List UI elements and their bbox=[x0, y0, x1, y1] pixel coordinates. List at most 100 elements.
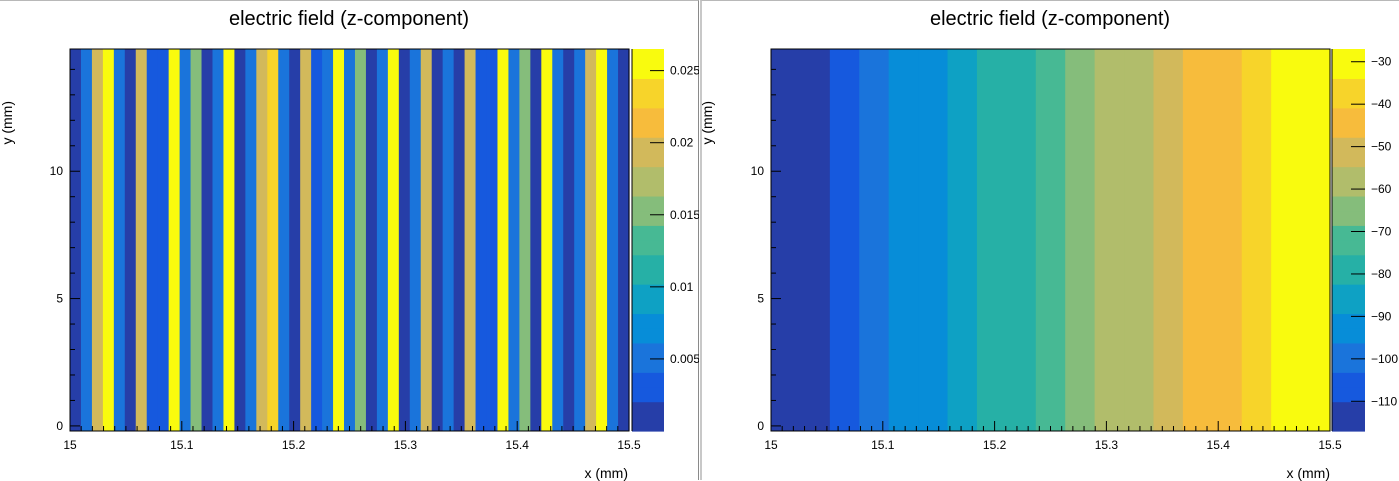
heatmap-cell bbox=[168, 49, 181, 431]
heatmap-cell bbox=[398, 49, 411, 431]
colorbar-band bbox=[1332, 166, 1365, 182]
colorbar-band bbox=[632, 372, 664, 388]
colorbar-band bbox=[1332, 416, 1365, 432]
heatmap-cell bbox=[585, 49, 597, 431]
heatmap-cell bbox=[113, 49, 126, 431]
colorbar-band bbox=[1332, 151, 1365, 168]
colorbar-tick-label: −100 bbox=[1371, 352, 1398, 366]
heatmap-cell bbox=[256, 49, 268, 431]
colorbar-band bbox=[632, 298, 664, 315]
colorbar-band bbox=[1332, 254, 1365, 270]
colorbar-tick-label: −90 bbox=[1371, 309, 1392, 323]
heatmap-cell bbox=[245, 49, 257, 431]
heatmap-cell bbox=[409, 49, 422, 431]
axes: 15 15.1 15.2 15.3 15.4 15.5 0 5 10 bbox=[751, 48, 1342, 452]
heatmap-cell bbox=[376, 49, 389, 431]
heatmap-cell bbox=[135, 49, 148, 431]
colorbar-band bbox=[1332, 78, 1365, 94]
colorbar-band bbox=[632, 254, 664, 270]
colorbar-band bbox=[632, 181, 664, 197]
x-axis-label: x (mm) bbox=[584, 465, 628, 481]
colorbar-band bbox=[1332, 107, 1365, 124]
x-tick-label: 15.5 bbox=[617, 438, 641, 452]
colorbar: −110 −100 −90 −80 −70 −60 −50 −40 −30 bbox=[1331, 49, 1398, 432]
heatmap-cell bbox=[888, 49, 919, 431]
heatmap-cell bbox=[1241, 49, 1272, 431]
heatmap-cell bbox=[124, 49, 137, 431]
heatmap-cell bbox=[552, 49, 564, 431]
heatmap-cell bbox=[497, 49, 510, 431]
x-axis-label: x (mm) bbox=[1286, 465, 1330, 481]
y-tick-label: 0 bbox=[757, 419, 764, 433]
colorbar-band bbox=[1332, 372, 1365, 388]
colorbar-tick-label: 0.025 bbox=[670, 64, 699, 78]
heatmap-cell bbox=[300, 49, 312, 431]
heatmap-cell bbox=[1094, 49, 1125, 431]
heatmap-cell bbox=[333, 49, 345, 431]
colorbar-band bbox=[1332, 298, 1365, 315]
colorbar-band bbox=[1332, 386, 1365, 403]
heatmap-cell bbox=[563, 49, 575, 431]
colorbar-band bbox=[1332, 357, 1365, 373]
heatmap-cell bbox=[365, 49, 378, 431]
colorbar-tick-label: −70 bbox=[1371, 225, 1392, 239]
heatmap-cell bbox=[157, 49, 170, 431]
colorbar-band bbox=[632, 78, 664, 94]
colorbar-tick-label: −30 bbox=[1371, 55, 1392, 69]
heatmap-cell bbox=[431, 49, 444, 431]
colorbar-band bbox=[1332, 137, 1365, 153]
colorbar-band bbox=[632, 151, 664, 168]
left-plot-panel: electric field (z-component) 0.005 0.01 0.… bbox=[0, 0, 699, 481]
y-tick-label: 0 bbox=[56, 419, 63, 433]
colorbar-tick-label: −110 bbox=[1371, 394, 1397, 408]
heatmap-cell bbox=[146, 49, 159, 431]
colorbar-band bbox=[632, 342, 664, 359]
colorbar-band bbox=[632, 386, 664, 403]
colorbar-band bbox=[632, 49, 664, 65]
y-tick-label: 5 bbox=[757, 292, 764, 306]
colorbar-band bbox=[1332, 122, 1365, 138]
left-heatmap-chart: electric field (z-component) 0.0050.010.… bbox=[0, 8, 699, 481]
y-axis-label: y (mm) bbox=[702, 101, 715, 145]
heatmap-cell bbox=[354, 49, 367, 431]
heatmap-cell bbox=[947, 49, 978, 431]
x-tick-label: 15.5 bbox=[1318, 438, 1342, 452]
heatmap-cells bbox=[771, 49, 1331, 431]
x-tick-label: 15.1 bbox=[170, 438, 194, 452]
heatmap-cell bbox=[102, 49, 115, 431]
colorbar-band bbox=[632, 166, 664, 182]
colorbar-band bbox=[632, 93, 664, 109]
heatmap-cell bbox=[289, 49, 301, 431]
heatmap-cell bbox=[1006, 49, 1037, 431]
colorbar-tick-label: 0.005 bbox=[670, 352, 699, 366]
heatmap-cell bbox=[190, 49, 203, 431]
heatmap-cell bbox=[322, 49, 334, 431]
heatmap-cell bbox=[1065, 49, 1096, 431]
colorbar-band bbox=[1332, 284, 1365, 300]
heatmap-cell bbox=[1271, 49, 1302, 431]
heatmap-cell bbox=[541, 49, 553, 431]
heatmap-cell bbox=[530, 49, 542, 431]
colorbar-band bbox=[632, 122, 664, 138]
y-tick-label: 10 bbox=[751, 164, 765, 178]
x-tick-label: 15.3 bbox=[1095, 438, 1119, 452]
heatmap-cell bbox=[771, 49, 802, 431]
colorbar-band bbox=[632, 269, 664, 285]
heatmap-cell bbox=[1124, 49, 1155, 431]
heatmap-cell bbox=[201, 49, 214, 431]
heatmap-cell bbox=[344, 49, 356, 431]
heatmap-cell bbox=[800, 49, 831, 431]
heatmap-cell bbox=[829, 49, 860, 431]
heatmap-cell bbox=[234, 49, 246, 431]
heatmap-cell bbox=[80, 49, 93, 431]
heatmap-cell bbox=[311, 49, 323, 431]
heatmap-cell bbox=[976, 49, 1007, 431]
colorbar-band bbox=[1332, 181, 1365, 197]
heatmap-cell bbox=[91, 49, 104, 431]
y-axis-label: y (mm) bbox=[0, 101, 15, 145]
heatmap-cell bbox=[464, 49, 477, 431]
x-tick-label: 15.1 bbox=[871, 438, 895, 452]
heatmap-cell bbox=[859, 49, 890, 431]
colorbar-tick-label: −60 bbox=[1371, 182, 1392, 196]
heatmap-cell bbox=[1182, 49, 1213, 431]
